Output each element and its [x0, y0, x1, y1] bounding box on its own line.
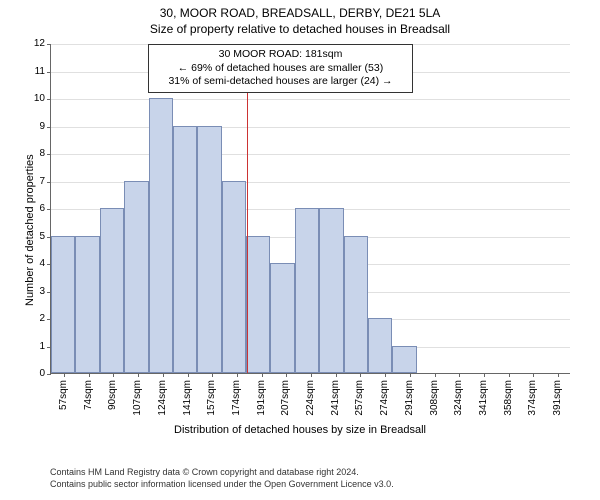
y-tick-label: 6	[25, 203, 45, 214]
x-tick-label: 391sqm	[552, 380, 563, 416]
y-tick-label: 3	[25, 286, 45, 297]
histogram-bar	[222, 181, 246, 374]
x-tick-label: 191sqm	[256, 380, 267, 416]
footer-line-1: Contains HM Land Registry data © Crown c…	[50, 467, 394, 479]
histogram-bar	[124, 181, 148, 374]
histogram-bar	[270, 263, 294, 373]
x-tick-label: 291sqm	[404, 380, 415, 416]
x-tick-label: 257sqm	[354, 380, 365, 416]
x-tick-label: 107sqm	[132, 380, 143, 416]
footer-text: Contains HM Land Registry data © Crown c…	[50, 467, 394, 490]
histogram-bar	[368, 318, 392, 373]
x-tick-label: 141sqm	[182, 380, 193, 416]
x-tick-label: 308sqm	[429, 380, 440, 416]
histogram-bar	[295, 208, 319, 373]
info-box-line: ← 69% of detached houses are smaller (53…	[157, 62, 404, 76]
y-tick-label: 7	[25, 176, 45, 187]
histogram-chart: 012345678910111257sqm74sqm90sqm107sqm124…	[50, 44, 570, 374]
page-title: 30, MOOR ROAD, BREADSALL, DERBY, DE21 5L…	[0, 6, 600, 20]
footer-line-2: Contains public sector information licen…	[50, 479, 394, 491]
x-tick-label: 124sqm	[157, 380, 168, 416]
y-tick-label: 11	[25, 66, 45, 77]
y-tick-label: 12	[25, 38, 45, 49]
histogram-bar	[173, 126, 197, 374]
y-tick-label: 0	[25, 368, 45, 379]
x-tick-label: 324sqm	[453, 380, 464, 416]
x-tick-label: 57sqm	[58, 380, 69, 410]
y-tick-label: 1	[25, 341, 45, 352]
y-tick-label: 2	[25, 313, 45, 324]
x-tick-label: 224sqm	[305, 380, 316, 416]
info-box-line: 31% of semi-detached houses are larger (…	[157, 75, 404, 89]
x-axis-label: Distribution of detached houses by size …	[0, 424, 600, 436]
histogram-bar	[100, 208, 124, 373]
histogram-bar	[51, 236, 75, 374]
histogram-bar	[319, 208, 343, 373]
histogram-bar	[197, 126, 221, 374]
x-tick-label: 374sqm	[527, 380, 538, 416]
x-tick-label: 90sqm	[107, 380, 118, 410]
y-tick-label: 9	[25, 121, 45, 132]
info-box: 30 MOOR ROAD: 181sqm← 69% of detached ho…	[148, 44, 413, 93]
x-tick-label: 207sqm	[280, 380, 291, 416]
histogram-bar	[246, 236, 270, 374]
info-box-line: 30 MOOR ROAD: 181sqm	[157, 48, 404, 62]
y-tick-label: 4	[25, 258, 45, 269]
reference-line	[247, 44, 248, 373]
histogram-bar	[344, 236, 368, 374]
histogram-bar	[392, 346, 416, 374]
x-tick-label: 358sqm	[503, 380, 514, 416]
page-subtitle: Size of property relative to detached ho…	[0, 22, 600, 36]
x-tick-label: 74sqm	[83, 380, 94, 410]
y-tick-label: 5	[25, 231, 45, 242]
x-tick-label: 174sqm	[231, 380, 242, 416]
x-tick-label: 341sqm	[478, 380, 489, 416]
y-tick-label: 10	[25, 93, 45, 104]
x-tick-label: 241sqm	[330, 380, 341, 416]
histogram-bar	[75, 236, 99, 374]
histogram-bar	[149, 98, 173, 373]
x-tick-label: 157sqm	[206, 380, 217, 416]
y-tick-label: 8	[25, 148, 45, 159]
x-tick-label: 274sqm	[379, 380, 390, 416]
